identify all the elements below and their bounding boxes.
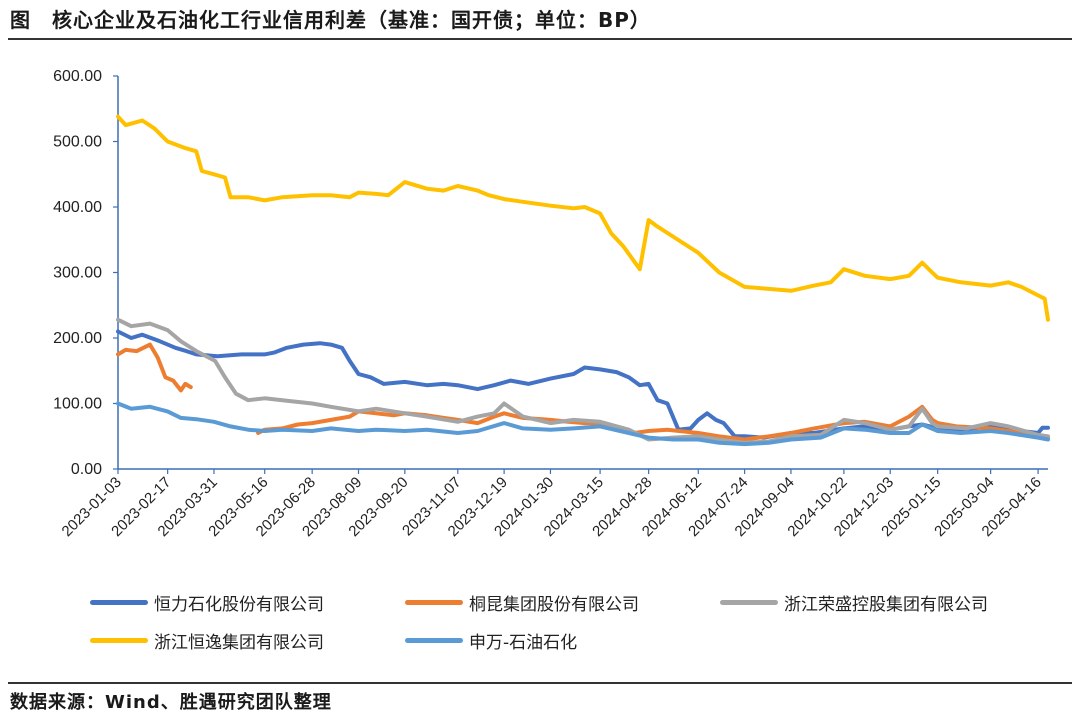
figure-title: 图 核心企业及石油化工行业信用利差（基准：国开债；单位：BP）: [10, 8, 651, 32]
series-line-4: [116, 114, 1050, 322]
chart-axes: 0.00 100.00 200.00 300.00 400.00 500.00 600.00…: [53, 68, 1048, 540]
legend-swatch: [90, 600, 148, 605]
y-tick-label: 500.00: [53, 134, 102, 151]
legend-label: 浙江恒逸集团有限公司: [154, 633, 324, 653]
legend-label: 申万-石油石化: [469, 633, 578, 653]
legend-swatch: [90, 638, 148, 643]
line-chart: 0.00 100.00 200.00 300.00 400.00 500.00 600.00…: [53, 68, 1050, 540]
data-source-note: 数据来源：Wind、胜遇研究团队整理: [10, 692, 332, 713]
y-tick-label: 400.00: [53, 199, 102, 216]
top-rule: [8, 38, 1072, 40]
series-line-3: [116, 317, 1050, 445]
legend-swatch: [405, 638, 463, 643]
chart-series-layer: [116, 114, 1050, 447]
bottom-rule: [8, 682, 1072, 684]
series-line-5: [116, 401, 1050, 447]
series-line-1: [116, 329, 1050, 440]
legend-swatch: [720, 600, 778, 605]
y-tick-label: 0.00: [71, 461, 102, 478]
legend-item-1: 恒力石化股份有限公司: [90, 590, 324, 615]
legend-item-2: 桐昆集团股份有限公司: [405, 590, 639, 615]
y-tick-label: 300.00: [53, 265, 102, 282]
legend-item-5: 申万-石油石化: [405, 628, 577, 653]
y-tick-label: 600.00: [53, 68, 102, 85]
y-tick-label: 200.00: [53, 330, 102, 347]
legend-label: 恒力石化股份有限公司: [154, 595, 324, 615]
y-tick-label: 100.00: [53, 396, 102, 413]
legend-item-3: 浙江荣盛控股集团有限公司: [720, 590, 988, 615]
legend-label: 桐昆集团股份有限公司: [469, 595, 639, 615]
legend-item-4: 浙江恒逸集团有限公司: [90, 628, 324, 653]
legend-swatch: [405, 600, 463, 605]
legend-label: 浙江荣盛控股集团有限公司: [784, 595, 988, 615]
